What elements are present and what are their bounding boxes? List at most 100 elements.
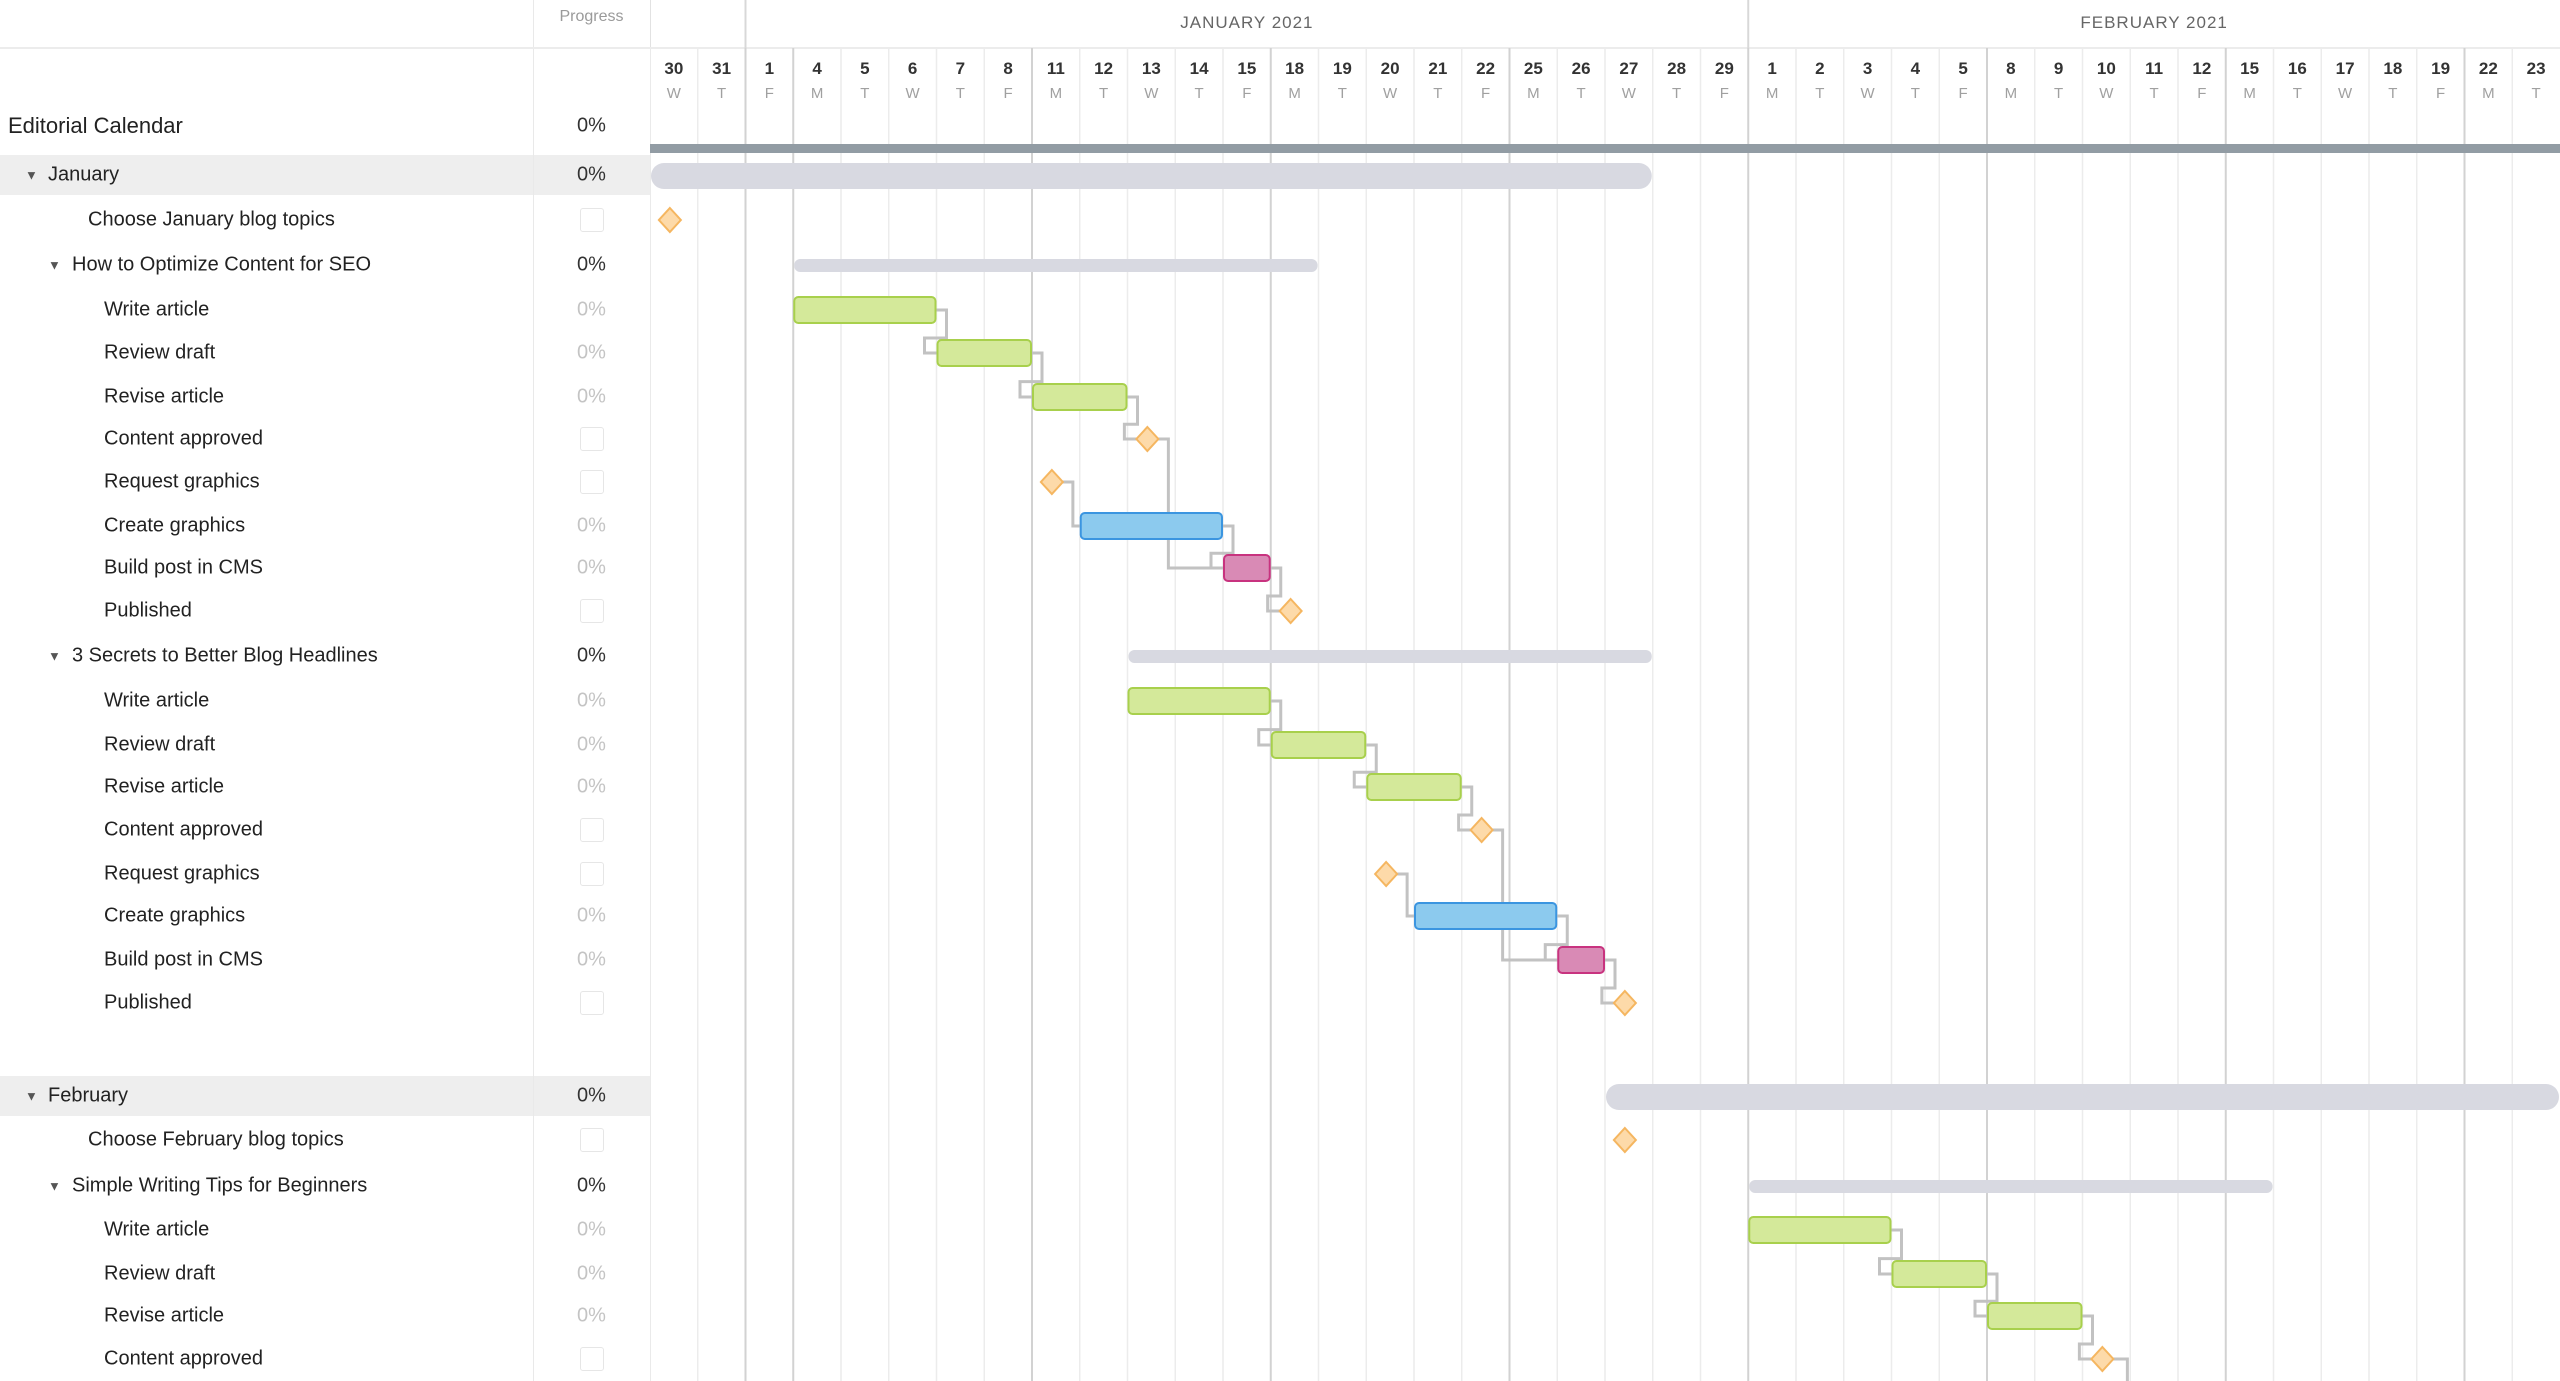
task-row[interactable]: ▼ 3 Secrets to Better Blog Headlines 0% <box>0 636 650 676</box>
task-row[interactable]: Write article 0% <box>0 681 650 721</box>
task-row[interactable]: ▼ January 0% <box>0 155 650 195</box>
task-row[interactable]: Editorial Calendar 0% <box>0 106 650 146</box>
task-name[interactable]: Build post in CMS <box>104 556 263 579</box>
design-task-bar[interactable] <box>1891 1260 1987 1288</box>
task-name[interactable]: Content approved <box>104 427 264 450</box>
task-row[interactable]: Create graphics 0% <box>0 896 650 936</box>
collapse-toggle-icon[interactable]: ▼ <box>48 257 61 273</box>
task-row[interactable]: Content approved <box>0 1339 650 1379</box>
task-row[interactable]: Choose February blog topics <box>0 1120 650 1160</box>
design-task-bar[interactable] <box>793 296 937 324</box>
task-name[interactable]: Published <box>104 991 192 1014</box>
project-summary-bar[interactable] <box>794 259 1318 272</box>
graphics-task-bar[interactable] <box>1079 512 1223 540</box>
milestone-checkbox[interactable] <box>580 1128 604 1152</box>
task-row[interactable]: Published <box>0 591 650 631</box>
milestone-checkbox[interactable] <box>580 470 604 494</box>
task-name[interactable]: February <box>48 1084 129 1107</box>
task-name[interactable]: Content approved <box>104 818 264 841</box>
task-row[interactable]: Choose January blog topics <box>0 200 650 240</box>
task-row[interactable]: Published <box>0 983 650 1023</box>
task-name[interactable]: Request graphics <box>104 862 260 885</box>
design-task-bar[interactable] <box>1032 383 1128 411</box>
collapse-toggle-icon[interactable]: ▼ <box>48 1178 61 1194</box>
design-task-bar[interactable] <box>1748 1216 1892 1244</box>
task-row[interactable]: Write article 0% <box>0 1210 650 1250</box>
milestone-checkbox[interactable] <box>580 427 604 451</box>
task-name[interactable]: Review draft <box>104 733 216 756</box>
milestone-diamond[interactable] <box>1612 1126 1638 1154</box>
collapse-toggle-icon[interactable]: ▼ <box>48 648 61 664</box>
graphics-task-bar[interactable] <box>1414 902 1558 930</box>
project-summary-bar[interactable] <box>1128 650 1652 663</box>
task-name[interactable]: Request graphics <box>104 470 260 493</box>
task-name[interactable]: Create graphics <box>104 514 246 537</box>
milestone-checkbox[interactable] <box>580 1347 604 1371</box>
task-row[interactable]: Review draft 0% <box>0 1254 650 1294</box>
task-row[interactable]: Review draft 0% <box>0 333 650 373</box>
task-name[interactable]: Write article <box>104 1218 210 1241</box>
task-row[interactable]: Build post in CMS 0% <box>0 940 650 980</box>
task-name[interactable]: 3 Secrets to Better Blog Headlines <box>72 644 378 667</box>
task-row[interactable]: Write article 0% <box>0 290 650 330</box>
task-name[interactable]: January <box>48 163 120 186</box>
task-name[interactable]: Revise article <box>104 1304 225 1327</box>
design-task-bar[interactable] <box>1270 731 1367 759</box>
task-row[interactable]: Revise article 0% <box>0 1296 650 1336</box>
milestone-diamond[interactable] <box>1278 597 1303 625</box>
task-row[interactable]: Content approved <box>0 810 650 850</box>
design-task-bar[interactable] <box>1987 1302 2083 1330</box>
dependency-connector <box>1062 480 1080 528</box>
task-name[interactable]: Choose February blog topics <box>88 1128 344 1151</box>
weekday-letter: T <box>1672 85 1681 102</box>
task-row[interactable]: Revise article 0% <box>0 767 650 807</box>
task-name[interactable]: Review draft <box>104 341 216 364</box>
task-name[interactable]: Revise article <box>104 775 225 798</box>
task-row[interactable]: ▼ Simple Writing Tips for Beginners 0% <box>0 1166 650 1206</box>
milestone-diamond[interactable] <box>1612 989 1638 1017</box>
task-row[interactable]: Create graphics 0% <box>0 506 650 546</box>
task-name[interactable]: Published <box>104 599 192 622</box>
root-summary-bar[interactable] <box>650 144 2560 153</box>
section-summary-bar[interactable] <box>651 163 1652 189</box>
milestone-diamond[interactable] <box>1469 816 1494 844</box>
task-row[interactable]: Revise article 0% <box>0 377 650 417</box>
milestone-diamond[interactable] <box>1373 860 1399 888</box>
task-row[interactable]: Review draft 0% <box>0 725 650 765</box>
task-row[interactable]: ▼ February 0% <box>0 1076 650 1116</box>
milestone-diamond[interactable] <box>2090 1345 2115 1373</box>
task-row[interactable]: Content approved <box>0 419 650 459</box>
milestone-checkbox[interactable] <box>580 818 604 842</box>
task-row[interactable]: Request graphics <box>0 854 650 894</box>
milestone-checkbox[interactable] <box>580 862 604 886</box>
milestone-diamond[interactable] <box>657 206 683 234</box>
section-summary-bar[interactable] <box>1606 1084 2559 1110</box>
task-name[interactable]: Choose January blog topics <box>88 208 335 231</box>
task-name[interactable]: Simple Writing Tips for Beginners <box>72 1174 368 1197</box>
task-row[interactable]: Build post in CMS 0% <box>0 548 650 588</box>
design-task-bar[interactable] <box>936 339 1032 367</box>
project-summary-bar[interactable] <box>1749 1180 2273 1193</box>
milestone-checkbox[interactable] <box>580 991 604 1015</box>
task-row[interactable]: Request graphics <box>0 462 650 502</box>
task-name[interactable]: Editorial Calendar <box>8 113 183 138</box>
task-name[interactable]: How to Optimize Content for SEO <box>72 253 372 276</box>
collapse-toggle-icon[interactable]: ▼ <box>25 1088 38 1104</box>
task-name[interactable]: Write article <box>104 298 210 321</box>
collapse-toggle-icon[interactable]: ▼ <box>25 167 38 183</box>
task-row[interactable]: ▼ How to Optimize Content for SEO 0% <box>0 245 650 285</box>
milestone-checkbox[interactable] <box>580 599 604 623</box>
task-name[interactable]: Build post in CMS <box>104 948 263 971</box>
milestone-diamond[interactable] <box>1135 425 1160 453</box>
task-name[interactable]: Content approved <box>104 1347 264 1370</box>
task-name[interactable]: Create graphics <box>104 904 246 927</box>
design-task-bar[interactable] <box>1366 773 1462 801</box>
design-task-bar[interactable] <box>1127 687 1271 715</box>
milestone-checkbox[interactable] <box>580 208 604 232</box>
build-task-bar[interactable] <box>1223 554 1271 582</box>
task-name[interactable]: Review draft <box>104 1262 216 1285</box>
build-task-bar[interactable] <box>1557 946 1605 974</box>
task-name[interactable]: Revise article <box>104 385 225 408</box>
task-name[interactable]: Write article <box>104 689 210 712</box>
milestone-diamond[interactable] <box>1039 468 1065 496</box>
